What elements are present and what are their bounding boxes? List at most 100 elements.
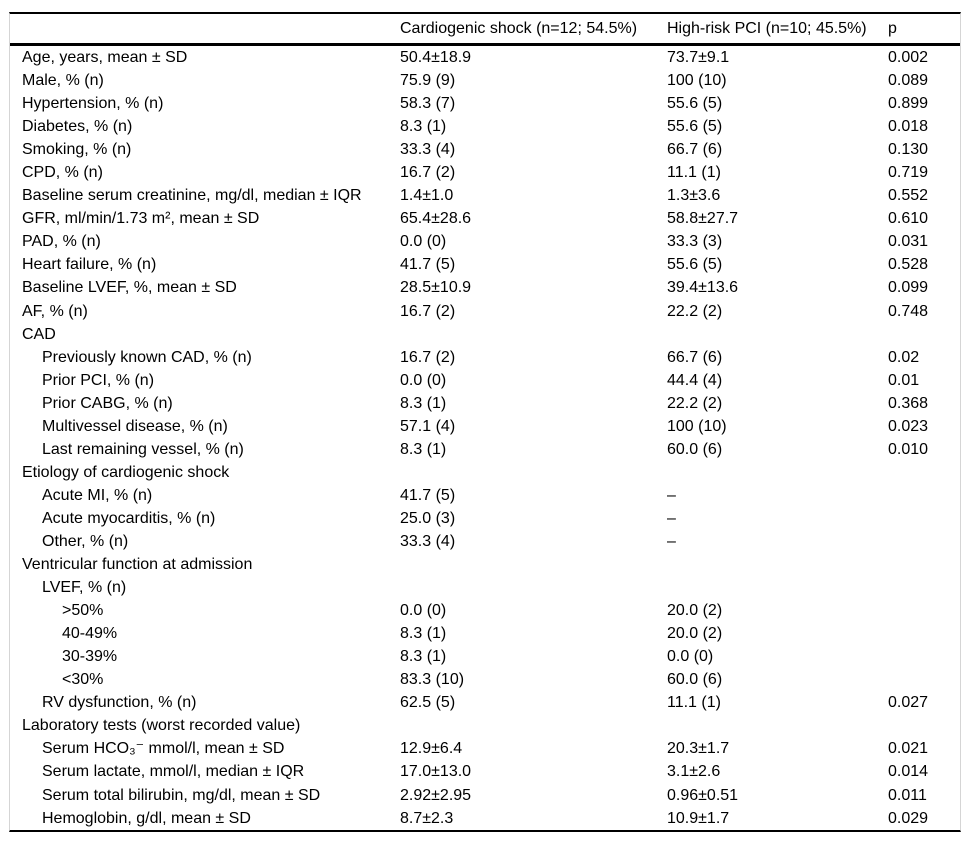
table-row: RV dysfunction, % (n) 62.5 (5) 11.1 (1) 0.0…	[10, 691, 960, 714]
table-row: Male, % (n) 75.9 (9) 100 (10) 0.089	[10, 69, 960, 92]
value-cardiogenic-shock: 83.3 (10)	[400, 671, 465, 689]
row-label: Serum HCO₃⁻ mmol/l, mean ± SD	[42, 740, 285, 758]
value-high-risk-pci: 100 (10)	[667, 72, 727, 90]
value-high-risk-pci: 1.3±3.6	[667, 187, 721, 205]
row-label: PAD, % (n)	[22, 233, 101, 251]
value-cardiogenic-shock: 41.7 (5)	[400, 486, 456, 504]
value-high-risk-pci: 55.6 (5)	[667, 118, 723, 136]
column-header-cardiogenic-shock: Cardiogenic shock (n=12; 54.5%)	[400, 20, 638, 37]
row-label: Acute myocarditis, % (n)	[42, 509, 216, 527]
value-cardiogenic-shock: 8.3 (1)	[400, 648, 447, 666]
table-row: Serum HCO₃⁻ mmol/l, mean ± SD 12.9±6.4 20.…	[10, 737, 960, 760]
p-value: 0.023	[888, 417, 929, 435]
table-row: Serum lactate, mmol/l, median ± IQR 17.0±…	[10, 760, 960, 783]
value-high-risk-pci: 55.6 (5)	[667, 256, 723, 274]
value-high-risk-pci: 20.0 (2)	[667, 625, 723, 643]
value-cardiogenic-shock: 65.4±28.6	[400, 210, 472, 228]
row-label: <30%	[62, 671, 104, 689]
row-label: Diabetes, % (n)	[22, 118, 133, 136]
value-cardiogenic-shock: 8.3 (1)	[400, 394, 447, 412]
table-row: 40-49% 8.3 (1) 20.0 (2)	[10, 622, 960, 645]
value-cardiogenic-shock: 8.3 (1)	[400, 118, 447, 136]
row-label: Hypertension, % (n)	[22, 95, 164, 113]
table-row: Ventricular function at admission	[10, 553, 960, 576]
table-row: 30-39% 8.3 (1) 0.0 (0)	[10, 645, 960, 668]
value-cardiogenic-shock: 25.0 (3)	[400, 509, 456, 527]
value-high-risk-pci: 73.7±9.1	[667, 49, 730, 66]
row-label: Heart failure, % (n)	[22, 256, 157, 274]
row-label: Baseline LVEF, %, mean ± SD	[22, 279, 237, 297]
value-high-risk-pci: 20.0 (2)	[667, 602, 723, 620]
value-cardiogenic-shock: 58.3 (7)	[400, 95, 456, 113]
value-cardiogenic-shock: 1.4±1.0	[400, 187, 454, 205]
row-label: Other, % (n)	[42, 532, 129, 550]
p-value: 0.130	[888, 141, 929, 159]
value-cardiogenic-shock: 0.0 (0)	[400, 602, 447, 620]
value-cardiogenic-shock: 0.0 (0)	[400, 233, 447, 251]
p-value: 0.089	[888, 72, 929, 90]
p-value: 0.552	[888, 187, 929, 205]
row-label: >50%	[62, 602, 104, 620]
table-row: Smoking, % (n) 33.3 (4) 66.7 (6) 0.130	[10, 138, 960, 161]
table-body: Age, years, mean ± SD 50.4±18.9 73.7±9.1 0.…	[10, 46, 960, 830]
value-high-risk-pci: 0.96±0.51	[667, 786, 739, 804]
row-label: Male, % (n)	[22, 72, 104, 90]
p-value: 0.029	[888, 809, 929, 827]
value-high-risk-pci: 20.3±1.7	[667, 740, 730, 758]
value-cardiogenic-shock: 33.3 (4)	[400, 141, 456, 159]
row-label: 30-39%	[62, 648, 118, 666]
table-row: Heart failure, % (n) 41.7 (5) 55.6 (5) 0.52…	[10, 253, 960, 276]
p-value: 0.014	[888, 763, 929, 781]
p-value: 0.018	[888, 118, 929, 136]
p-value: 0.368	[888, 394, 929, 412]
row-label: Hemoglobin, g/dl, mean ± SD	[42, 809, 251, 827]
row-label: Previously known CAD, % (n)	[42, 348, 252, 366]
value-cardiogenic-shock: 62.5 (5)	[400, 694, 456, 712]
value-cardiogenic-shock: 16.7 (2)	[400, 348, 456, 366]
value-cardiogenic-shock: 75.9 (9)	[400, 72, 456, 90]
table-row: Laboratory tests (worst recorded value)	[10, 714, 960, 737]
value-cardiogenic-shock: 12.9±6.4	[400, 740, 463, 758]
p-value: 0.01	[888, 371, 920, 389]
value-high-risk-pci: 100 (10)	[667, 417, 727, 435]
table-row: Prior CABG, % (n) 8.3 (1) 22.2 (2) 0.368	[10, 392, 960, 415]
row-label: Ventricular function at admission	[22, 556, 253, 574]
table-row: Hypertension, % (n) 58.3 (7) 55.6 (5) 0.899	[10, 92, 960, 115]
p-value: 0.610	[888, 210, 929, 228]
table-row: Etiology of cardiogenic shock	[10, 461, 960, 484]
value-cardiogenic-shock: 8.3 (1)	[400, 625, 447, 643]
p-value: 0.031	[888, 233, 929, 251]
p-value: 0.099	[888, 279, 929, 297]
value-cardiogenic-shock: 50.4±18.9	[400, 49, 472, 66]
p-value: 0.027	[888, 694, 929, 712]
p-value: 0.528	[888, 256, 929, 274]
p-value: 0.011	[888, 786, 927, 804]
table-row: GFR, ml/min/1.73 m², mean ± SD 65.4±28.6 5…	[10, 207, 960, 230]
value-high-risk-pci: 22.2 (2)	[667, 394, 723, 412]
row-label: RV dysfunction, % (n)	[42, 694, 197, 712]
value-high-risk-pci: 66.7 (6)	[667, 141, 723, 159]
value-high-risk-pci: 60.0 (6)	[667, 440, 723, 458]
row-label: Age, years, mean ± SD	[22, 49, 188, 66]
table-row: Diabetes, % (n) 8.3 (1) 55.6 (5) 0.018	[10, 115, 960, 138]
p-value: 0.899	[888, 95, 929, 113]
row-label: Serum total bilirubin, mg/dl, mean ± SD	[42, 786, 321, 804]
p-value: 0.02	[888, 348, 920, 366]
value-high-risk-pci: 44.4 (4)	[667, 371, 723, 389]
value-high-risk-pci: 58.8±27.7	[667, 210, 739, 228]
value-high-risk-pci: 11.1 (1)	[667, 164, 721, 182]
value-cardiogenic-shock: 33.3 (4)	[400, 532, 456, 550]
table-row: Acute myocarditis, % (n) 25.0 (3) –	[10, 507, 960, 530]
patient-characteristics-table: Cardiogenic shock (n=12; 54.5%) High-ris…	[9, 12, 961, 832]
value-cardiogenic-shock: 2.92±2.95	[400, 786, 472, 804]
row-label: CPD, % (n)	[22, 164, 103, 182]
value-high-risk-pci: 10.9±1.7	[667, 809, 730, 827]
value-high-risk-pci: 33.3 (3)	[667, 233, 723, 251]
value-high-risk-pci: 66.7 (6)	[667, 348, 723, 366]
value-cardiogenic-shock: 57.1 (4)	[400, 417, 456, 435]
row-label: Acute MI, % (n)	[42, 486, 153, 504]
value-cardiogenic-shock: 17.0±13.0	[400, 763, 472, 781]
table-header-row: Cardiogenic shock (n=12; 54.5%) High-ris…	[10, 14, 960, 46]
row-label: Multivessel disease, % (n)	[42, 417, 228, 435]
table-row: >50% 0.0 (0) 20.0 (2)	[10, 599, 960, 622]
